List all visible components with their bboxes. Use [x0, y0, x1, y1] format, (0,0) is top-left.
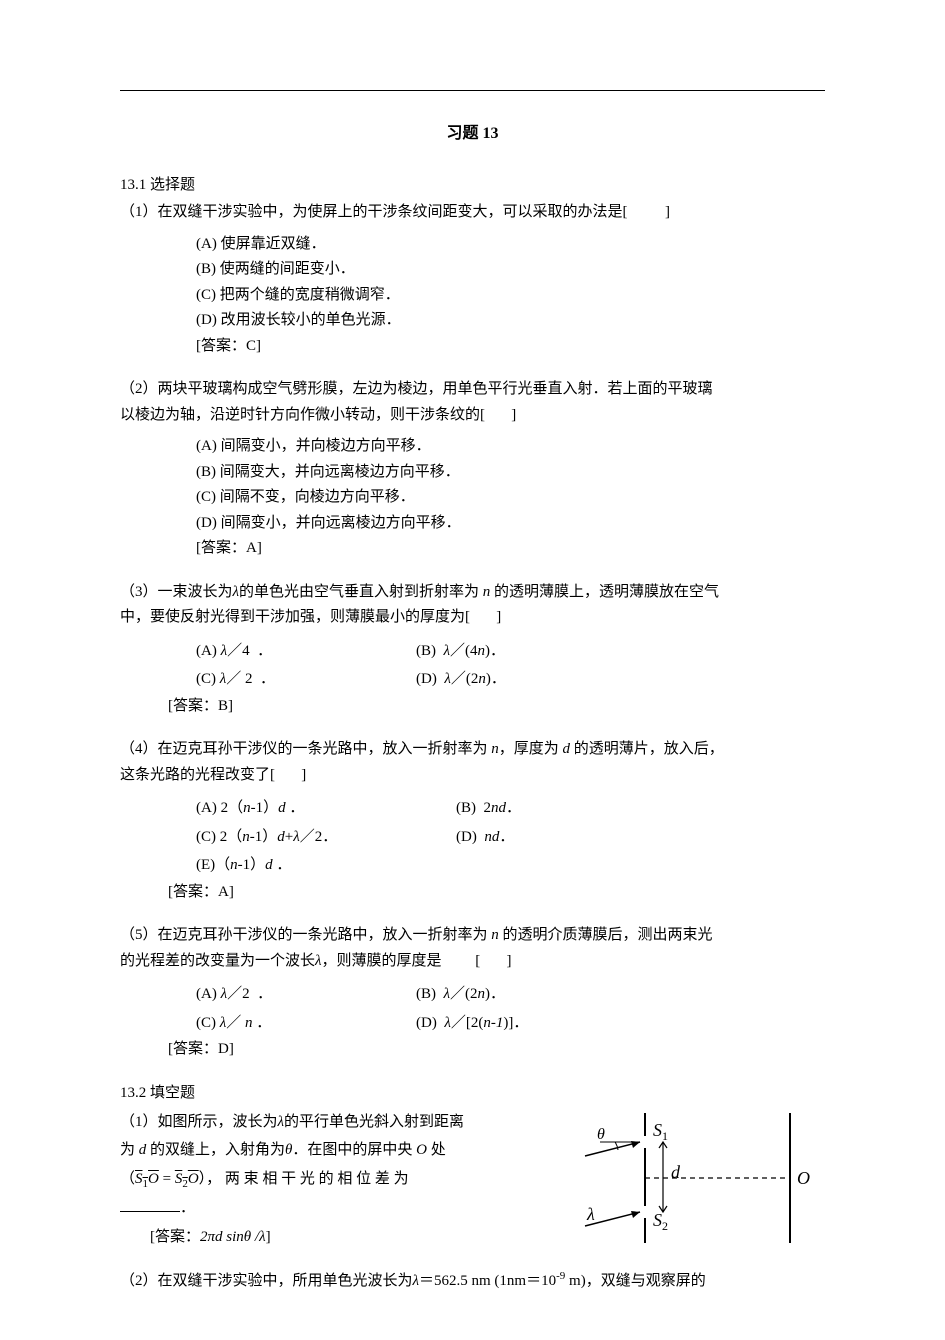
- fill1-text: （1）如图所示，波长为λ的平行单色光斜入射到距离 为 d 的双缝上，入射角为θ．…: [120, 1108, 545, 1252]
- q4-stem-1b: ，厚度为: [499, 741, 559, 757]
- fill1-line3a: （: [120, 1171, 135, 1187]
- q4-option-b: (B) 2nd．: [456, 794, 521, 823]
- q5-stem: （5）在迈克耳孙干涉仪的一条光路中，放入一折射率为 n 的透明介质薄膜后，测出两…: [120, 923, 825, 974]
- q2-option-a: (A) 间隔变小，并向棱边方向平移．: [196, 434, 825, 460]
- q1-option-d: (D) 改用波长较小的单色光源．: [196, 308, 825, 334]
- q3-option-a: (A) λ／4 ．: [196, 637, 416, 666]
- q5-options-row1: (A) λ／2 ． (B) λ／(2n)．: [196, 980, 825, 1009]
- q3-options-row1: (A) λ／4 ． (B) λ／(4n)．: [196, 637, 825, 666]
- q1-answer: [答案：C]: [196, 334, 825, 360]
- q2-answer: [答案：A]: [196, 536, 825, 562]
- fill1-answer-label: [答案：: [150, 1229, 200, 1245]
- q5-option-c: (C) λ／ n ．: [196, 1009, 416, 1038]
- q5-option-d: (D) λ／[2(n-1)]．: [416, 1009, 528, 1038]
- label-o: O: [797, 1168, 810, 1188]
- fill1-line1b: 的平行单色光斜入射到距离: [284, 1114, 464, 1130]
- fill1-line3b: ）， 两 束 相 干 光 的 相 位 差 为: [199, 1171, 409, 1187]
- q4-option-c: (C) 2（n-1）d+λ／2．: [196, 823, 456, 852]
- q3-stem-1a: （3）一束波长为: [120, 584, 233, 600]
- q2-stem: （2）两块平玻璃构成空气劈形膜，左边为棱边，用单色平行光垂直入射．若上面的平玻璃…: [120, 377, 825, 428]
- q4-option-d: (D) nd．: [456, 823, 514, 852]
- q3-stem-1c: 的透明薄膜上，透明薄膜放在空气: [494, 584, 719, 600]
- q1-option-a: (A) 使屏靠近双缝．: [196, 232, 825, 258]
- q4-options-row3: (E)（n-1）d ．: [196, 851, 825, 880]
- q4-bracket-close: ]: [301, 767, 306, 783]
- section-1-header: 13.1 选择题: [120, 173, 825, 194]
- label-s1: S: [653, 1120, 662, 1140]
- double-slit-diagram: S 1 S 2 d O θ λ: [545, 1108, 825, 1253]
- q3-stem: （3）一束波长为λ的单色光由空气垂直入射到折射率为 n 的透明薄膜上，透明薄膜放…: [120, 580, 825, 631]
- q3-stem-line2: 中，要使反射光得到干涉加强，则薄膜最小的厚度为[: [120, 609, 470, 625]
- q1-bracket-close: ]: [665, 204, 670, 220]
- fill1-line2a: 为: [120, 1142, 135, 1158]
- label-s2: S: [653, 1210, 662, 1230]
- q3-stem-1b: 的单色光由空气垂直入射到折射率为: [239, 584, 479, 600]
- q4-answer: [答案：A]: [168, 880, 825, 906]
- q2-option-c: (C) 间隔不变，向棱边方向平移．: [196, 485, 825, 511]
- document-page: 习题 13 13.1 选择题 （1）在双缝干涉实验中，为使屏上的干涉条纹间距变大…: [0, 0, 945, 1340]
- top-rule: [120, 90, 825, 91]
- q3-answer: [答案：B]: [168, 694, 825, 720]
- q4-option-a: (A) 2（n-1）d ．: [196, 794, 456, 823]
- q4-option-e: (E)（n-1）d ．: [196, 851, 416, 880]
- label-theta: θ: [597, 1126, 605, 1143]
- q1-option-c: (C) 把两个缝的宽度稍微调窄．: [196, 283, 825, 309]
- q5-option-b: (B) λ／(2n)．: [416, 980, 505, 1009]
- q3-option-c: (C) λ／ 2 ．: [196, 665, 416, 694]
- q5-stem-2a: 的光程差的改变量为一个波长: [120, 953, 315, 969]
- q5-stem-1b: 的透明介质薄膜后，测出两束光: [503, 927, 713, 943]
- q1-option-b: (B) 使两缝的间距变小．: [196, 257, 825, 283]
- section-2-header: 13.2 填空题: [120, 1081, 825, 1102]
- fill1-line1a: （1）如图所示，波长为: [120, 1114, 278, 1130]
- q4-stem: （4）在迈克耳孙干涉仪的一条光路中，放入一折射率为 n，厚度为 d 的透明薄片，…: [120, 737, 825, 788]
- fill2-line1b: ＝562.5 nm (1nm＝10: [419, 1273, 556, 1289]
- q5-option-a: (A) λ／2 ．: [196, 980, 416, 1009]
- label-s1-sub: 1: [662, 1129, 668, 1143]
- label-lambda: λ: [586, 1204, 595, 1224]
- q2-option-b: (B) 间隔变大，并向远离棱边方向平移．: [196, 460, 825, 486]
- q2-stem-line2: 以棱边为轴，沿逆时针方向作微小转动，则干涉条纹的[: [120, 407, 485, 423]
- q2-stem-line1: （2）两块平玻璃构成空气劈形膜，左边为棱边，用单色平行光垂直入射．若上面的平玻璃: [120, 381, 713, 397]
- q4-options-row1: (A) 2（n-1）d ． (B) 2nd．: [196, 794, 825, 823]
- fill2-stem: （2）在双缝干涉实验中，所用单色光波长为λ＝562.5 nm (1nm＝10-9…: [120, 1267, 825, 1295]
- q3-bracket-close: ]: [496, 609, 501, 625]
- q4-stem-1a: （4）在迈克耳孙干涉仪的一条光路中，放入一折射率为: [120, 741, 488, 757]
- fill1-line2d: 处: [431, 1142, 446, 1158]
- q3-option-d: (D) λ／(2n)．: [416, 665, 506, 694]
- page-title: 习题 13: [120, 119, 825, 143]
- q2-bracket-close: ]: [511, 407, 516, 423]
- q4-stem-1c: 的透明薄片，放入后，: [574, 741, 724, 757]
- label-d: d: [671, 1162, 681, 1182]
- q5-bracket-open: [: [475, 953, 480, 969]
- q5-stem-2b: ，则薄膜的厚度是: [322, 953, 442, 969]
- q3-options-row2: (C) λ／ 2 ． (D) λ／(2n)．: [196, 665, 825, 694]
- q5-bracket-close: ]: [507, 953, 512, 969]
- fill1-blank: [120, 1198, 180, 1212]
- fill1-block: （1）如图所示，波长为 λ 的平行单色光斜入射到距离 为 d 的双缝上，入射角为 θ ．…: [120, 1108, 825, 1253]
- diagram-svg: S 1 S 2 d O θ λ: [545, 1108, 825, 1248]
- q1-stem-text: （1）在双缝干涉实验中，为使屏上的干涉条纹间距变大，可以采取的办法是[: [120, 204, 628, 220]
- q4-options-row2: (C) 2（n-1）d+λ／2． (D) nd．: [196, 823, 825, 852]
- q2-option-d: (D) 间隔变小，并向远离棱边方向平移．: [196, 511, 825, 537]
- fill2-line1a: （2）在双缝干涉实验中，所用单色光波长为: [120, 1273, 413, 1289]
- q4-stem-line2: 这条光路的光程改变了[: [120, 767, 275, 783]
- fill1-line2b: 的双缝上，入射角为: [150, 1142, 285, 1158]
- fill1-answer-close: ]: [266, 1229, 271, 1245]
- fill1-answer-formula: 2πd sinθ /λ: [200, 1229, 266, 1245]
- label-s2-sub: 2: [662, 1219, 668, 1233]
- q5-answer: [答案：D]: [168, 1037, 825, 1063]
- q1-stem: （1）在双缝干涉实验中，为使屏上的干涉条纹间距变大，可以采取的办法是[ ]: [120, 200, 825, 226]
- q5-stem-1a: （5）在迈克耳孙干涉仪的一条光路中，放入一折射率为: [120, 927, 488, 943]
- q5-options-row2: (C) λ／ n ． (D) λ／[2(n-1)]．: [196, 1009, 825, 1038]
- fill2-line1c: m)，双缝与观察屏的: [565, 1273, 705, 1289]
- q3-option-b: (B) λ／(4n)．: [416, 637, 505, 666]
- fill1-line2c: ．在图中的屏中央: [292, 1142, 412, 1158]
